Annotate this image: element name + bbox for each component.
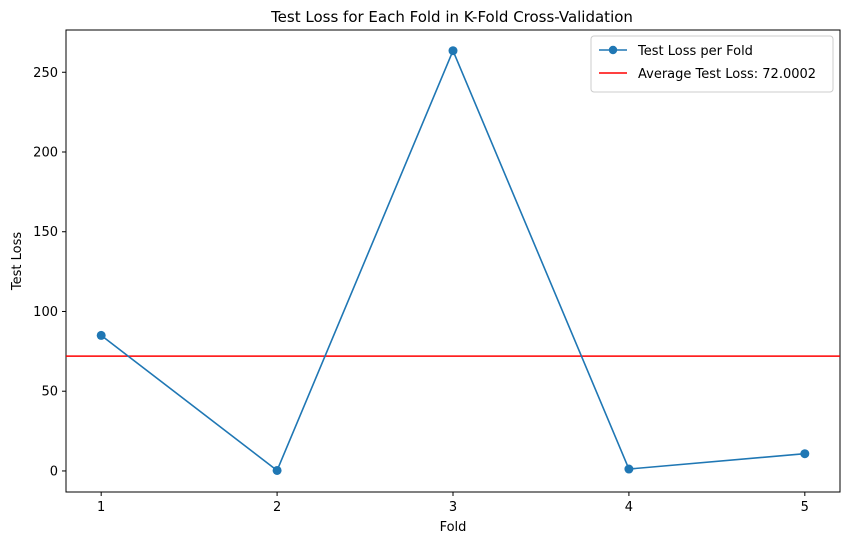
legend-series-label: Test Loss per Fold: [637, 44, 753, 59]
y-tick-label: 0: [50, 464, 58, 479]
x-axis: 1 2 3 4 5: [97, 492, 809, 515]
x-tick-label: 3: [449, 500, 457, 515]
x-tick-label: 5: [801, 500, 809, 515]
data-point-fold-3: [448, 46, 458, 56]
y-tick-label: 50: [41, 385, 58, 400]
y-tick-label: 150: [33, 225, 58, 240]
x-tick-label: 1: [97, 500, 105, 515]
legend-average-label: Average Test Loss: 72.0002: [638, 67, 816, 82]
data-point-fold-1: [96, 330, 106, 340]
legend-box: [590, 35, 834, 93]
y-tick-label: 250: [33, 66, 58, 81]
chart-title: Test Loss for Each Fold in K-Fold Cross-…: [270, 8, 633, 26]
x-tick-label: 2: [273, 500, 281, 515]
legend-series-marker: [608, 45, 618, 55]
y-axis: 0 50 100 150 200 250: [33, 66, 66, 479]
legend: Test Loss per Fold Average Test Loss: 72…: [590, 35, 834, 93]
data-point-fold-5: [800, 449, 810, 459]
series-group: [96, 46, 810, 475]
data-point-fold-2: [272, 465, 282, 475]
x-axis-label: Fold: [440, 520, 467, 535]
y-tick-label: 100: [33, 305, 58, 320]
y-tick-label: 200: [33, 145, 58, 160]
y-axis-label: Test Loss: [10, 232, 25, 291]
data-point-fold-4: [624, 464, 634, 474]
x-tick-label: 4: [625, 500, 633, 515]
